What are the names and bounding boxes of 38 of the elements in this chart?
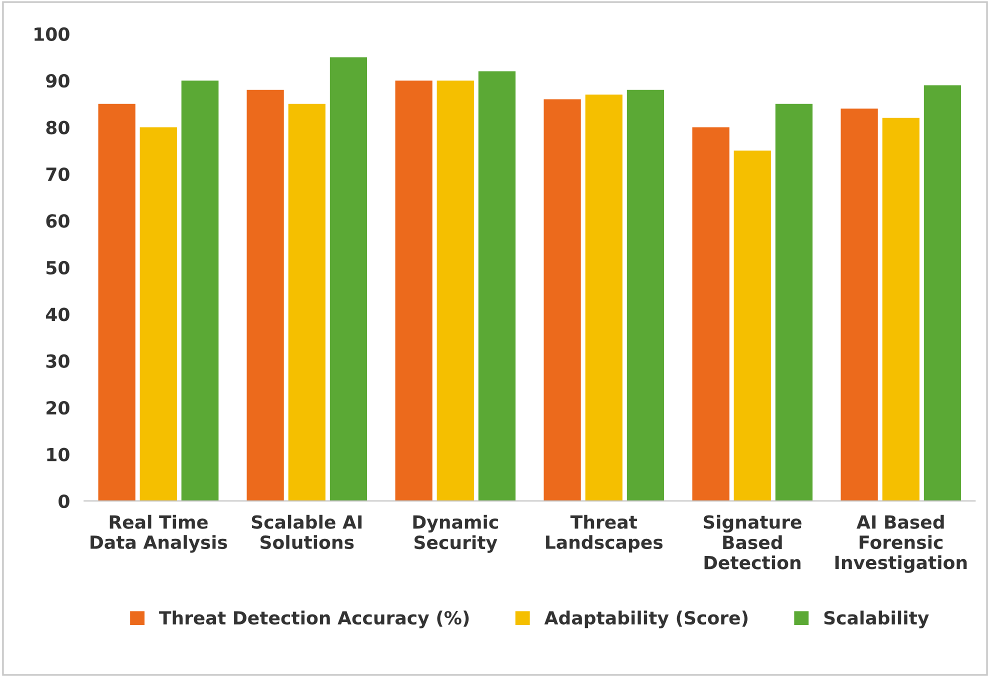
bar (140, 127, 177, 501)
bar (395, 80, 432, 501)
y-tick-label: 70 (46, 167, 70, 182)
bar (436, 80, 474, 501)
x-tick-label: Signature Based Detection (704, 514, 802, 570)
x-tick-label: Threat Landscapes (546, 514, 663, 553)
legend-label: Scalability (824, 610, 929, 628)
bar (882, 118, 920, 501)
bar (181, 80, 219, 501)
y-tick-label: 50 (46, 260, 70, 275)
y-tick-label: 30 (46, 354, 70, 368)
y-tick-label: 90 (46, 74, 70, 88)
legend-label: Threat Detection Accuracy (%) (159, 610, 469, 628)
x-tick-label: Dynamic Security (413, 514, 498, 553)
bar (544, 99, 581, 501)
y-tick-label: 40 (46, 308, 70, 322)
y-tick-label: 60 (46, 214, 70, 228)
bar (734, 150, 771, 501)
bar (478, 71, 516, 501)
y-tick-label: 10 (47, 448, 70, 462)
bar (288, 104, 326, 501)
bar (246, 90, 284, 501)
x-tick-label: AI Based Forensic Investigation (835, 514, 967, 573)
bar (626, 90, 664, 501)
bar (692, 127, 730, 501)
x-tick-label: Real Time Data Analysis (90, 514, 228, 553)
x-tick-label: Scalable AI Solutions (252, 514, 362, 550)
legend-label: Adaptability (Score) (544, 610, 748, 628)
bar (330, 57, 368, 501)
bar (924, 85, 962, 501)
y-tick-label: 20 (46, 401, 70, 415)
bar (775, 104, 813, 501)
bar (585, 94, 622, 501)
y-tick-label: 0 (58, 494, 70, 508)
y-tick-label: 100 (34, 27, 70, 41)
bar (840, 108, 878, 501)
y-tick-label: 80 (46, 120, 70, 134)
bar (98, 104, 136, 501)
